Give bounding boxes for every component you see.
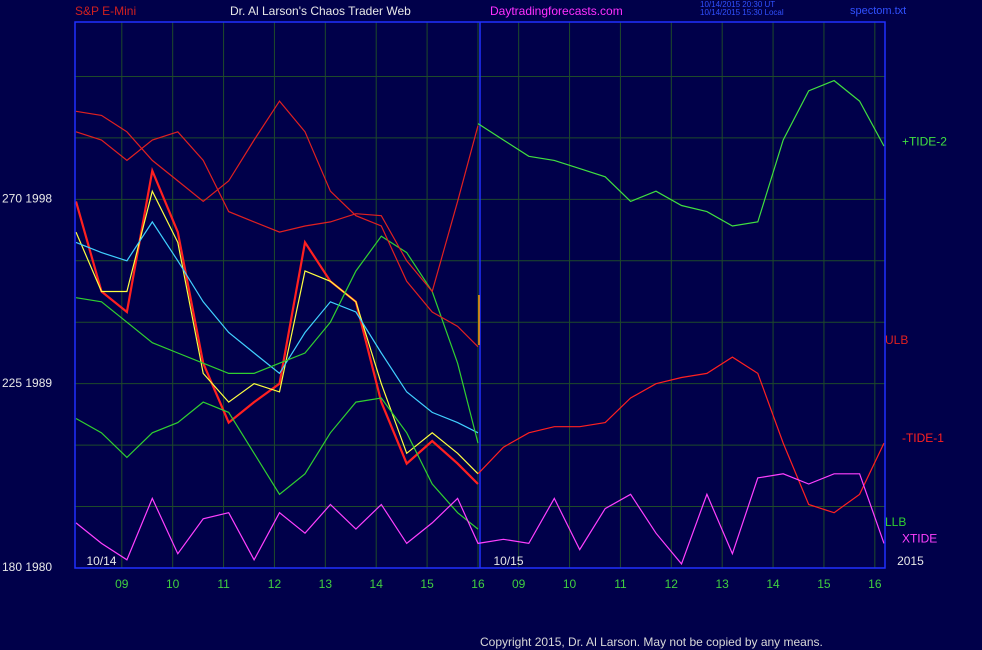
series-line (477, 79, 885, 227)
series-line (75, 220, 479, 434)
time-ut: 10/14/2015 20:30 UT (700, 0, 775, 9)
series-line (75, 100, 479, 348)
band-label: ULB (885, 333, 908, 347)
x-tick-label: 14 (370, 577, 384, 591)
symbol: S&P E-Mini (75, 4, 136, 18)
series-label: -TIDE-1 (902, 431, 944, 445)
day-label: 2015 (897, 554, 924, 568)
x-tick-label: 09 (512, 577, 526, 591)
x-tick-label: 16 (868, 577, 882, 591)
x-tick-label: 11 (614, 577, 627, 591)
day-label: 10/15 (493, 554, 523, 568)
x-tick-label: 10 (166, 577, 180, 591)
series-line (75, 235, 479, 444)
x-tick-label: 15 (817, 577, 831, 591)
x-tick-label: 16 (471, 577, 485, 591)
site: Daytradingforecasts.com (490, 4, 623, 18)
file-name: spectom.txt (850, 5, 906, 17)
x-tick-label: 14 (766, 577, 780, 591)
series-line (75, 397, 479, 530)
series-line (75, 473, 885, 566)
x-tick-label: 11 (217, 577, 230, 591)
band-label: LLB (885, 515, 906, 529)
series-line (74, 166, 479, 485)
day-label: 10/14 (86, 554, 116, 568)
x-tick-label: 13 (716, 577, 730, 591)
plot-border (74, 21, 886, 569)
chart-title: Dr. Al Larson's Chaos Trader Web (230, 4, 411, 18)
y-tick-label: 270 1998 (2, 192, 52, 206)
x-tick-label: 10 (563, 577, 577, 591)
series-line (75, 189, 479, 475)
y-tick-label: 225 1989 (2, 376, 52, 390)
copyright: Copyright 2015, Dr. Al Larson. May not b… (480, 635, 823, 649)
x-tick-label: 12 (268, 577, 282, 591)
x-tick-label: 13 (319, 577, 333, 591)
x-tick-label: 15 (420, 577, 434, 591)
series-line (75, 125, 479, 293)
time-local: 10/14/2015 15:30 Local (700, 8, 784, 17)
y-tick-label: 180 1980 (2, 560, 52, 574)
series-label: +TIDE-2 (902, 134, 947, 148)
series-line (477, 356, 885, 514)
x-tick-label: 12 (665, 577, 679, 591)
series-label: XTIDE (902, 532, 937, 546)
x-tick-label: 09 (115, 577, 129, 591)
